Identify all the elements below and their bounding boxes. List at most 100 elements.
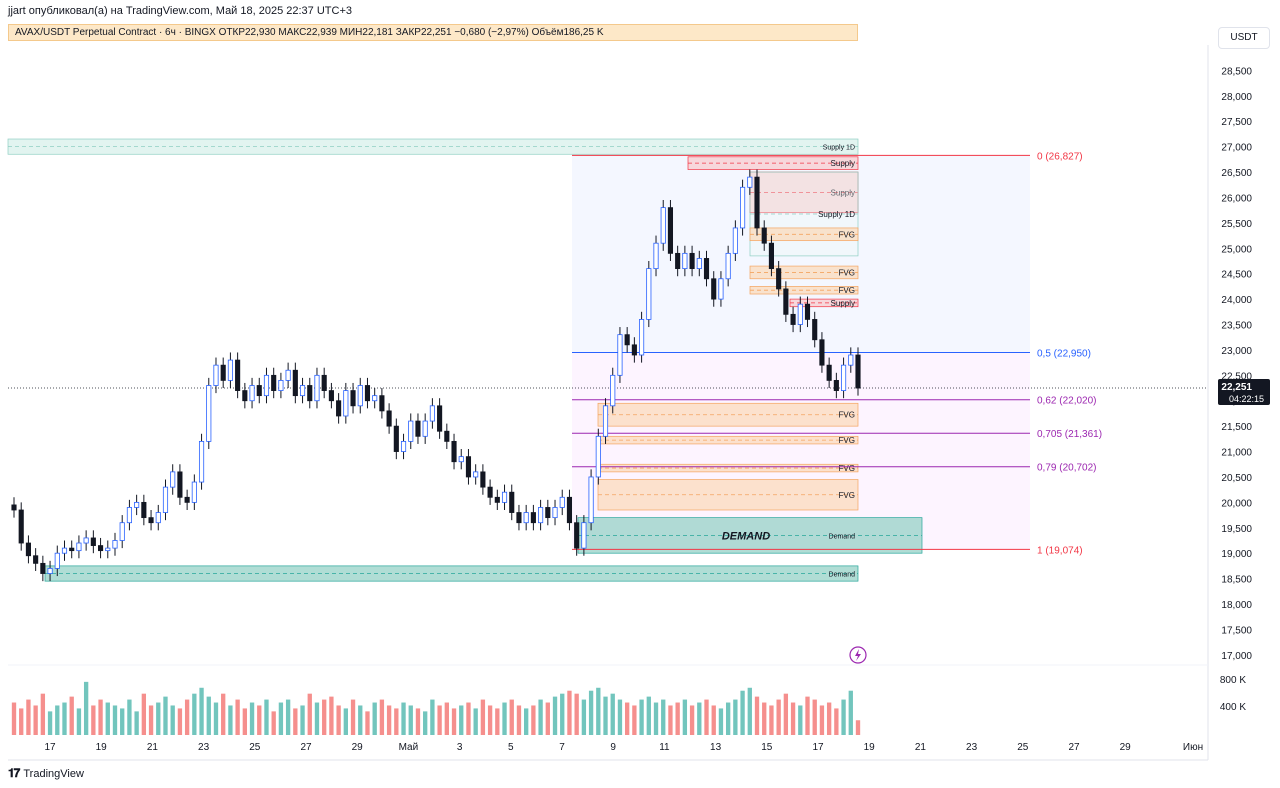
currency-selector[interactable]: USDT (1218, 27, 1270, 49)
zone-label-7: Supply (831, 299, 855, 308)
candle-body-88 (646, 268, 652, 320)
zone-label-13: Demand (829, 572, 856, 579)
candle-body-20 (155, 512, 161, 524)
candle-body-115 (841, 364, 847, 391)
volume-bar-10 (83, 681, 89, 735)
volume-bar-100 (733, 699, 738, 735)
volume-bar-108 (790, 702, 796, 735)
price-tick-1: 28,000 (1221, 92, 1252, 103)
candle-body-33 (249, 385, 255, 402)
candle-body-53 (393, 425, 399, 452)
volume-bar-85 (624, 702, 630, 735)
candle-body-101 (740, 186, 746, 229)
symbol-legend[interactable]: AVAX/USDT Perpetual Contract · 6ч · BING… (8, 24, 858, 41)
price-tick-23: 17,000 (1221, 651, 1252, 662)
candle-body-90 (660, 207, 666, 244)
volume-bar-32 (242, 708, 248, 735)
price-tick-15: 21,000 (1221, 448, 1252, 459)
candle-body-25 (191, 481, 197, 503)
footer-brand[interactable]: 𝟏𝟕 TradingView (8, 766, 84, 781)
volume-bar-105 (769, 705, 774, 735)
volume-bar-94 (689, 705, 695, 735)
price-tick-17: 20,000 (1221, 498, 1252, 509)
volume-bar-116 (848, 690, 853, 735)
candle-body-18 (141, 501, 147, 519)
volume-bar-93 (682, 699, 688, 735)
volume-bar-27 (206, 696, 211, 735)
candle-body-26 (198, 440, 205, 483)
volume-bar-71 (524, 708, 529, 735)
lightning-icon-glyph (855, 649, 861, 661)
countdown-label: 04:22:15 (1229, 394, 1264, 404)
candle-body-10 (83, 537, 89, 544)
volume-bar-78 (574, 693, 579, 735)
price-tick-11: 23,000 (1221, 346, 1252, 357)
time-tick-13: 13 (710, 742, 722, 753)
candle-body-84 (617, 334, 623, 376)
candle-body-12 (98, 545, 104, 552)
candle-body-19 (148, 517, 154, 524)
lightning-icon (849, 646, 867, 664)
candle-body-15 (119, 522, 125, 541)
candle-body-11 (90, 537, 96, 546)
time-tick-21: 29 (1120, 742, 1132, 753)
volume-bar-55 (408, 705, 413, 735)
volume-bar-61 (451, 708, 457, 735)
volume-bar-54 (401, 702, 406, 735)
volume-tick-1: 400 K (1220, 702, 1246, 713)
candle-body-38 (285, 369, 291, 381)
time-tick-4: 25 (249, 742, 261, 753)
price-tick-14: 21,500 (1221, 422, 1252, 433)
volume-bar-25 (192, 693, 197, 735)
time-tick-12: 11 (659, 742, 670, 753)
volume-bar-13 (105, 702, 110, 735)
zone-label-2: Supply (831, 188, 855, 197)
time-tick-17: 21 (915, 742, 927, 753)
zone-label-6: FVG (839, 286, 855, 295)
volume-tick-0: 800 K (1220, 675, 1246, 686)
candle-body-107 (783, 288, 789, 315)
price-tick-6: 25,500 (1221, 219, 1252, 230)
candle-body-24 (184, 496, 190, 503)
price-tick-8: 24,500 (1221, 270, 1252, 281)
candle-body-16 (126, 507, 132, 524)
candle-body-48 (357, 385, 363, 407)
candle-body-94 (689, 252, 695, 270)
candle-body-72 (530, 512, 536, 524)
price-tick-19: 19,000 (1221, 549, 1252, 560)
volume-bar-68 (502, 702, 507, 735)
candle-body-44 (328, 390, 334, 402)
price-tick-2: 27,500 (1221, 117, 1252, 128)
time-tick-6: 29 (352, 742, 364, 753)
volume-bar-3 (33, 705, 38, 735)
candle-body-114 (833, 380, 839, 391)
brand-label: TradingView (23, 767, 84, 780)
candle-body-28 (213, 364, 219, 386)
candle-body-32 (242, 390, 248, 402)
candle-body-69 (509, 491, 515, 513)
volume-bar-42 (314, 702, 320, 735)
candle-body-22 (170, 471, 176, 488)
candle-body-52 (386, 410, 392, 427)
volume-bar-24 (184, 699, 190, 735)
candle-body-117 (855, 354, 861, 389)
candle-body-60 (444, 430, 450, 442)
zone-label-5: FVG (839, 268, 855, 277)
candle-body-76 (559, 496, 565, 508)
volume-bar-89 (653, 702, 659, 735)
volume-bar-20 (156, 702, 161, 735)
price-tick-7: 25,000 (1221, 244, 1252, 255)
price-tick-10: 23,500 (1221, 321, 1252, 332)
volume-bar-23 (177, 708, 183, 735)
candle-body-37 (278, 380, 284, 391)
candle-body-58 (429, 405, 435, 422)
candle-body-98 (718, 278, 724, 300)
volume-bar-2 (26, 699, 31, 735)
candle-body-65 (480, 471, 486, 488)
volume-bar-59 (437, 705, 442, 735)
volume-bar-33 (249, 702, 255, 735)
candle-body-66 (487, 486, 493, 498)
candle-body-14 (112, 540, 118, 549)
volume-bar-102 (747, 687, 752, 735)
